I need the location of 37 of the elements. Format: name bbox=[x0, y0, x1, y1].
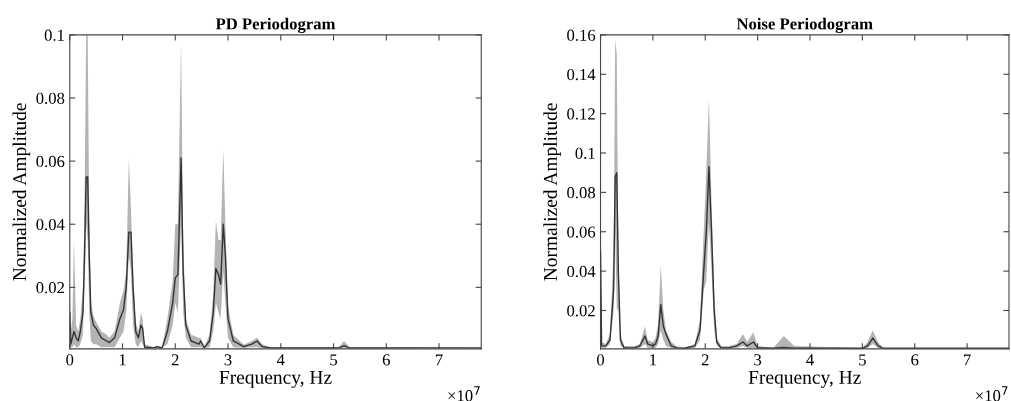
y-tick-label: 0.14 bbox=[567, 68, 596, 81]
y-tick-label: 0.08 bbox=[567, 187, 596, 199]
y-tick-label: 0.02 bbox=[567, 305, 595, 317]
x-tick-label: 0 bbox=[66, 354, 74, 366]
x-axis-title: Frequency, Hz bbox=[219, 370, 332, 388]
y-tick-label: 0.16 bbox=[567, 29, 596, 41]
y-tick-label: 0.04 bbox=[567, 265, 596, 278]
x-tick-label: 3 bbox=[224, 354, 232, 366]
chart-title: PD Periodogram bbox=[215, 17, 336, 34]
x-tick-label: 2 bbox=[701, 354, 709, 366]
x-tick-label: 1 bbox=[119, 354, 126, 366]
y-axis-title: Normalized Amplitude bbox=[543, 103, 561, 281]
x-tick-label: 4 bbox=[276, 354, 285, 366]
x-tick-label: 6 bbox=[911, 354, 919, 366]
y-tick-label: 0.06 bbox=[567, 226, 596, 238]
chart-title: Noise Periodogram bbox=[736, 17, 873, 34]
y-tick-label: 0.08 bbox=[36, 92, 65, 105]
x-tick-label: 7 bbox=[964, 354, 971, 366]
y-tick-label: 0.1 bbox=[44, 29, 64, 41]
x-tick-label: 4 bbox=[806, 354, 814, 366]
text: ×10$^{7}$ bbox=[976, 386, 1008, 401]
x-tick-label: 1 bbox=[650, 354, 657, 366]
x-tick-label: 5 bbox=[330, 354, 338, 366]
x-tick-label: 5 bbox=[859, 354, 866, 366]
x-tick-label: 2 bbox=[171, 354, 179, 366]
x-tick-label: 6 bbox=[382, 354, 390, 366]
y-tick-label: 0.12 bbox=[567, 108, 595, 120]
y-tick-label: 0.04 bbox=[36, 218, 65, 231]
x-tick-label: 3 bbox=[754, 354, 762, 366]
y-tick-label: 0.02 bbox=[36, 282, 64, 294]
y-tick-label: 0.06 bbox=[36, 155, 65, 168]
x-tick-label: 7 bbox=[435, 354, 443, 366]
y-axis-title: Normalized Amplitude bbox=[12, 103, 31, 281]
y-tick-label: 0.1 bbox=[575, 147, 595, 160]
text: ×10$^{7}$ bbox=[448, 386, 480, 401]
x-tick-label: 0 bbox=[597, 354, 605, 366]
x-axis-title: Frequency, Hz bbox=[748, 370, 861, 388]
